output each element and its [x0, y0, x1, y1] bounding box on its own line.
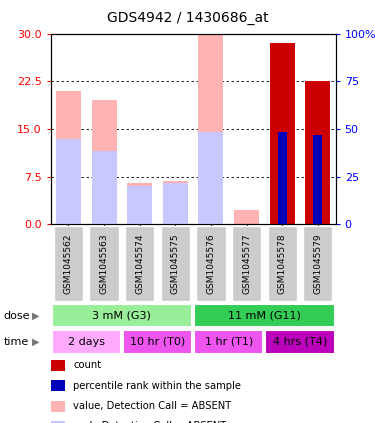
Text: GSM1045575: GSM1045575: [171, 233, 180, 294]
Text: 10 hr (T0): 10 hr (T0): [130, 337, 185, 347]
FancyBboxPatch shape: [52, 330, 121, 354]
Text: ▶: ▶: [32, 310, 39, 321]
Text: 2 days: 2 days: [68, 337, 105, 347]
FancyBboxPatch shape: [52, 304, 192, 327]
Bar: [198, 132, 223, 224]
FancyBboxPatch shape: [232, 226, 261, 301]
Text: rank, Detection Call = ABSENT: rank, Detection Call = ABSENT: [73, 421, 226, 423]
Text: value, Detection Call = ABSENT: value, Detection Call = ABSENT: [73, 401, 231, 411]
FancyBboxPatch shape: [161, 226, 190, 301]
FancyBboxPatch shape: [54, 226, 83, 301]
Bar: [163, 181, 188, 224]
FancyBboxPatch shape: [194, 304, 334, 327]
Bar: [127, 183, 152, 224]
Bar: [314, 135, 322, 224]
Text: GSM1045576: GSM1045576: [206, 233, 215, 294]
FancyBboxPatch shape: [268, 226, 297, 301]
FancyBboxPatch shape: [125, 226, 154, 301]
Text: GSM1045577: GSM1045577: [242, 233, 251, 294]
Bar: [56, 139, 81, 224]
Text: 4 hrs (T4): 4 hrs (T4): [273, 337, 327, 347]
Bar: [278, 132, 286, 224]
Bar: [198, 34, 223, 224]
Text: dose: dose: [4, 310, 30, 321]
Text: percentile rank within the sample: percentile rank within the sample: [73, 381, 241, 391]
Bar: [92, 151, 117, 224]
Text: GSM1045579: GSM1045579: [314, 233, 322, 294]
FancyBboxPatch shape: [123, 330, 192, 354]
Bar: [56, 91, 81, 224]
Text: GSM1045562: GSM1045562: [64, 233, 73, 294]
Bar: [163, 183, 188, 224]
Text: GSM1045574: GSM1045574: [135, 233, 144, 294]
FancyBboxPatch shape: [194, 330, 263, 354]
Text: 11 mM (G11): 11 mM (G11): [228, 310, 301, 321]
Text: 3 mM (G3): 3 mM (G3): [92, 310, 151, 321]
Text: ▶: ▶: [32, 337, 39, 347]
Bar: [127, 186, 152, 224]
FancyBboxPatch shape: [196, 226, 225, 301]
Bar: [305, 82, 330, 224]
FancyBboxPatch shape: [303, 226, 332, 301]
Text: GSM1045578: GSM1045578: [278, 233, 286, 294]
FancyBboxPatch shape: [266, 330, 334, 354]
Bar: [234, 210, 259, 224]
FancyBboxPatch shape: [90, 226, 118, 301]
Bar: [92, 101, 117, 224]
Text: GDS4942 / 1430686_at: GDS4942 / 1430686_at: [106, 11, 268, 25]
Bar: [270, 44, 295, 224]
Text: GSM1045563: GSM1045563: [100, 233, 109, 294]
Text: count: count: [73, 360, 101, 371]
Text: time: time: [4, 337, 29, 347]
Text: 1 hr (T1): 1 hr (T1): [205, 337, 253, 347]
